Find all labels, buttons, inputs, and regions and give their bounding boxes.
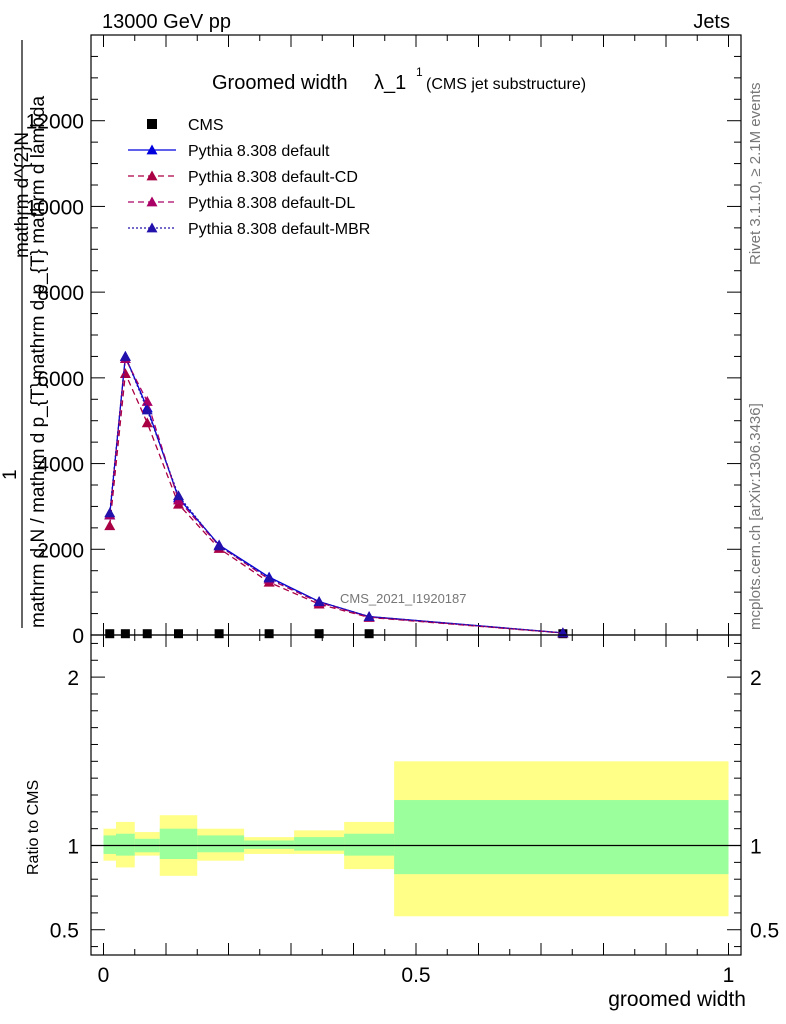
cms-point bbox=[314, 629, 324, 639]
series-line-mbr bbox=[109, 356, 563, 634]
series-marker-mbr bbox=[141, 404, 153, 415]
x-tick-label: 1 bbox=[723, 964, 735, 987]
series-marker-mbr bbox=[363, 611, 375, 621]
ratio-plot-area: 0 0.5 1 0.5 0.5 1 1 2 2 bbox=[50, 634, 779, 987]
cms-point bbox=[105, 629, 115, 639]
rivet-label: Rivet 3.1.10, ≥ 2.1M events bbox=[747, 83, 764, 266]
cms-point bbox=[120, 629, 130, 639]
cms-point bbox=[174, 629, 183, 639]
series-line-dl bbox=[109, 356, 563, 634]
series-marker-cd bbox=[119, 368, 131, 378]
legend-marker-dl bbox=[146, 196, 158, 207]
main-plot-area: 0 2000 4000 6000 8000 10000 12000 bbox=[26, 34, 742, 648]
series-marker-mbr bbox=[104, 507, 116, 518]
chart-title: Groomed width λ_1 1 (CMS jet substructur… bbox=[212, 65, 586, 94]
series-marker-mbr bbox=[263, 572, 275, 583]
main-y-tick-label: 2000 bbox=[37, 539, 84, 562]
ylabel-denominator: mathrm d p_{T} mathrm d lambda bbox=[28, 96, 49, 380]
ratio-band-inner-1 bbox=[116, 833, 135, 856]
ratio-y-tick-label: 0.5 bbox=[50, 920, 79, 943]
y-axis-label-main: 1 mathrm d^{2}N mathrm d N / mathrm d p_… bbox=[0, 40, 49, 628]
ratio-ylabel: Ratio to CMS bbox=[25, 780, 42, 875]
legend-label-default: Pythia 8.308 default bbox=[188, 143, 330, 160]
x-axis-label: groomed width bbox=[608, 988, 746, 1011]
header-left: 13000 GeV pp bbox=[102, 11, 231, 33]
series-marker-mbr bbox=[173, 490, 184, 501]
legend: CMS Pythia 8.308 default Pythia 8.308 defa… bbox=[128, 117, 370, 238]
ratio-band-inner-4 bbox=[197, 835, 245, 853]
main-y-tick-label: 12000 bbox=[26, 111, 84, 134]
series-marker-mbr bbox=[213, 540, 225, 551]
legend-label-dl: Pythia 8.308 default-DL bbox=[188, 195, 355, 212]
mcplots-label: mcplots.cern.ch [arXiv:1306.3436] bbox=[747, 403, 764, 630]
main-y-tick-label: 8000 bbox=[37, 282, 84, 305]
ratio-band-inner-7 bbox=[344, 833, 395, 856]
legend-marker-mbr bbox=[146, 222, 158, 233]
series-marker-cd bbox=[104, 520, 116, 531]
main-y-tick-label: 0 bbox=[72, 625, 84, 648]
x-tick-label: 0.5 bbox=[401, 964, 430, 987]
watermark-label: CMS_2021_I1920187 bbox=[340, 591, 467, 606]
ratio-y-tick-label-right: 0.5 bbox=[750, 920, 779, 943]
series-marker-cd bbox=[141, 417, 153, 428]
legend-marker-default bbox=[146, 144, 158, 155]
cms-point bbox=[142, 629, 152, 639]
ratio-band-inner-5 bbox=[244, 840, 295, 849]
series-marker-mbr bbox=[119, 350, 131, 361]
legend-label-cd: Pythia 8.308 default-CD bbox=[188, 169, 358, 186]
ratio-y-tick-label-right: 1 bbox=[750, 836, 762, 859]
cms-point bbox=[214, 629, 224, 639]
ratio-band-inner-6 bbox=[294, 837, 345, 851]
ratio-band-inner-3 bbox=[159, 828, 198, 859]
title-suffix: (CMS jet substructure) bbox=[426, 76, 586, 93]
ratio-band-inner-0 bbox=[103, 835, 116, 854]
ratio-y-tick-label-right: 2 bbox=[750, 667, 762, 690]
legend-label-mbr: Pythia 8.308 default-MBR bbox=[188, 221, 370, 238]
x-tick-label: 0 bbox=[98, 964, 110, 987]
main-y-tick-label: 4000 bbox=[37, 454, 84, 477]
series-marker-dl bbox=[141, 395, 153, 406]
main-y-tick-label: 6000 bbox=[37, 368, 84, 391]
legend-marker-cms bbox=[147, 119, 157, 129]
title-symbol: λ_1 bbox=[374, 72, 406, 94]
legend-label-cms: CMS bbox=[188, 117, 224, 134]
title-main: Groomed width bbox=[212, 72, 348, 94]
cms-point bbox=[264, 629, 274, 639]
ylabel-full: mathrm d N / mathrm d p_{T} bbox=[28, 382, 49, 628]
title-superscript: 1 bbox=[416, 65, 423, 79]
ratio-y-tick-label: 1 bbox=[67, 836, 79, 859]
ylabel-prefix: 1 bbox=[0, 469, 21, 480]
main-y-tick-label: 10000 bbox=[26, 196, 84, 219]
cms-point bbox=[364, 629, 374, 639]
legend-marker-cd bbox=[146, 170, 158, 181]
series-marker-mbr bbox=[313, 596, 325, 606]
header-right: Jets bbox=[693, 11, 730, 33]
ratio-band-inner-8 bbox=[394, 800, 729, 875]
ratio-y-tick-label: 2 bbox=[67, 667, 79, 690]
